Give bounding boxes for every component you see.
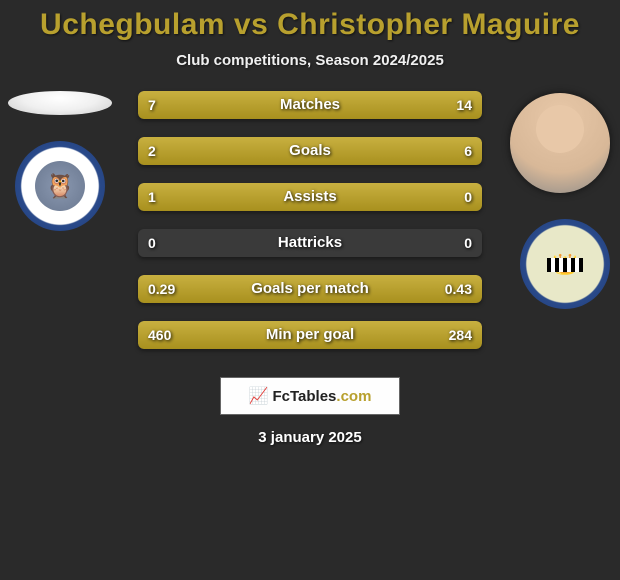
stat-row: Goals per match0.29 0.43 <box>138 275 482 303</box>
stat-row: Hattricks0 0 <box>138 229 482 257</box>
stat-label: Min per goal <box>138 321 482 349</box>
club-badge-right: 👑 <box>520 219 610 309</box>
brand-badge: 📈 FcTables.com <box>220 377 400 415</box>
stat-value-left: 1 <box>148 183 156 211</box>
stats-area: 🦉 👑 Matches714Goals26Assists10Hattricks0… <box>0 91 620 371</box>
stat-value-right: 0 <box>464 183 472 211</box>
subtitle: Club competitions, Season 2024/2025 <box>0 52 620 69</box>
chart-icon: 📈 <box>249 386 269 406</box>
stat-row: Assists1 0 <box>138 183 482 211</box>
stat-value-right: 6 <box>464 137 472 165</box>
stat-bars: Matches714Goals26Assists10Hattricks00Goa… <box>138 91 482 367</box>
page-title: Uchegbulam vs Christopher Maguire <box>0 0 620 42</box>
stat-row: Min per goal460 284 <box>138 321 482 349</box>
player-right-avatar <box>510 93 610 193</box>
player-left-avatar <box>8 91 112 115</box>
stat-value-left: 7 <box>148 91 156 119</box>
infographic-root: Uchegbulam vs Christopher Maguire Club c… <box>0 0 620 580</box>
stat-value-left: 2 <box>148 137 156 165</box>
stat-value-right: 0 <box>464 229 472 257</box>
stat-label: Assists <box>138 183 482 211</box>
owl-icon: 🦉 <box>35 161 85 211</box>
stat-label: Goals <box>138 137 482 165</box>
stat-row: Matches7 14 <box>138 91 482 119</box>
brand-domain: .com <box>336 388 371 405</box>
crest-icon: 👑 <box>537 236 593 292</box>
stat-row: Goals2 6 <box>138 137 482 165</box>
stat-label: Matches <box>138 91 482 119</box>
stat-value-left: 0 <box>148 229 156 257</box>
stat-value-right: 0.43 <box>445 275 472 303</box>
brand-name: FcTables <box>272 388 336 405</box>
stat-label: Goals per match <box>138 275 482 303</box>
club-badge-left: 🦉 <box>15 141 105 231</box>
stat-label: Hattricks <box>138 229 482 257</box>
stat-value-right: 284 <box>449 321 472 349</box>
stat-value-left: 0.29 <box>148 275 175 303</box>
stat-value-left: 460 <box>148 321 171 349</box>
stat-value-right: 14 <box>456 91 472 119</box>
brand-text: FcTables.com <box>272 388 371 405</box>
date-label: 3 january 2025 <box>0 429 620 446</box>
